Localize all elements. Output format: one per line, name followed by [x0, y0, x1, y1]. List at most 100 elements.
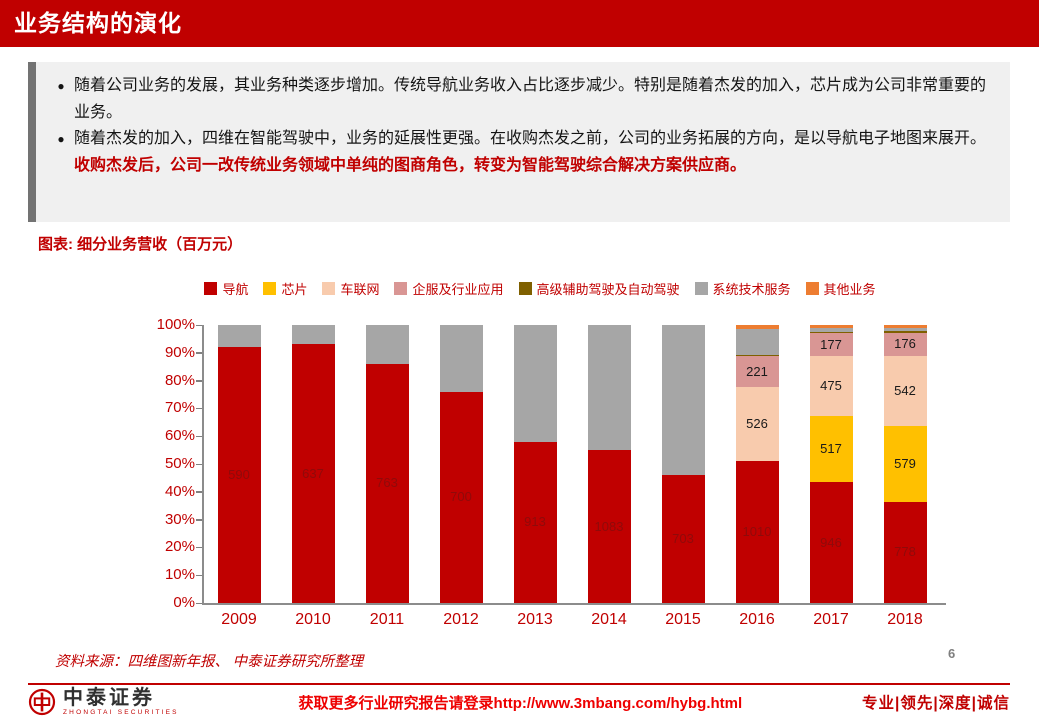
- bar-segment: [735, 354, 779, 357]
- bar-segment: [587, 450, 631, 603]
- legend-item: 导航: [204, 279, 248, 298]
- bar-segment: [883, 325, 927, 328]
- y-axis-label: 90%: [164, 343, 195, 361]
- y-axis-tick: [196, 407, 202, 410]
- legend-swatch: [805, 282, 819, 295]
- chart-legend: 导航 芯片 车联网 企服及行业应用 高级辅助驾驶及自动驾驶 系统技术服务 其他业务: [110, 279, 970, 298]
- y-axis-label: 40%: [164, 482, 195, 500]
- y-axis-label: 100%: [156, 316, 195, 333]
- y-axis-label: 20%: [164, 538, 195, 556]
- bullet-text: 随着杰发的加入，四维在智能驾驶中，业务的延展性更强。在收购杰发之前，公司的业务拓…: [74, 130, 987, 174]
- legend-label: 车联网: [340, 282, 380, 297]
- bar-segment: [883, 426, 927, 502]
- y-axis-tick: [196, 463, 202, 465]
- bar-segment: [217, 347, 261, 603]
- bar-value-label: 517: [820, 441, 842, 457]
- y-axis-tick: [196, 574, 202, 577]
- bar-segment: [809, 325, 853, 328]
- page-title: 业务结构的演化: [14, 10, 182, 36]
- x-axis-label: 2009: [221, 611, 257, 628]
- legend-item: 其他业务: [805, 279, 876, 298]
- bar-value-label: 913: [524, 514, 546, 530]
- slide-header: 业务结构的演化: [0, 0, 1039, 47]
- legend-label: 企服及行业应用: [412, 282, 504, 297]
- y-axis-tick: [196, 546, 202, 549]
- bar-segment: [587, 325, 631, 451]
- brand-name: 中泰证券: [63, 687, 155, 709]
- y-axis-tick: [196, 491, 202, 493]
- x-axis-label: 2010: [295, 611, 331, 628]
- bar-segment: [883, 327, 927, 332]
- y-axis-label: 0%: [173, 594, 195, 611]
- bullet-item: ● 随着杰发的加入，四维在智能驾驶中，业务的延展性更强。在收购杰发之前，公司的业…: [48, 126, 992, 179]
- bar-segment: [735, 387, 779, 462]
- legend-swatch: [518, 282, 532, 295]
- y-axis-tick: [196, 352, 202, 354]
- y-axis-line: [202, 325, 204, 603]
- bar-segment: [661, 325, 705, 476]
- bullet-dot: ●: [57, 132, 65, 146]
- bar-segment: [513, 325, 557, 442]
- legend-item: 芯片: [263, 279, 307, 298]
- legend-item: 车联网: [322, 279, 379, 298]
- bar-value-label: 590: [228, 467, 250, 483]
- bar-segment: [291, 344, 335, 603]
- legend-swatch: [204, 282, 218, 295]
- bar-value-label: 177: [820, 336, 842, 352]
- bar-segment: [809, 416, 853, 483]
- legend-item: 高级辅助驾驶及自动驾驶: [518, 279, 680, 298]
- y-axis-label: 70%: [164, 399, 195, 417]
- y-axis-label: 50%: [164, 455, 195, 472]
- bar-segment: [883, 331, 927, 333]
- chart-caption: 图表: 细分业务营收（百万元）: [38, 236, 243, 253]
- brand-text: 中泰证券 ZHONGTAI SECURITIES: [63, 688, 179, 716]
- stacked-bar-chart: 0% 10% 20% 30% 40% 50% 60% 70% 80% 90% 100% 590 2009…: [145, 313, 965, 653]
- y-axis-tick: [196, 324, 202, 326]
- bullet-dot: ●: [57, 79, 65, 93]
- legend-swatch: [322, 282, 336, 295]
- x-axis-label: 2016: [739, 611, 775, 628]
- x-axis-label: 2011: [369, 611, 405, 628]
- bar-segment: [809, 333, 853, 356]
- bar-value-label: 763: [376, 475, 398, 491]
- bar-segment: [809, 482, 853, 603]
- legend-swatch: [694, 282, 708, 295]
- bar-value-label: 703: [672, 531, 694, 547]
- bar-value-label: 176: [894, 336, 916, 352]
- bar-segment: [661, 475, 705, 603]
- legend-label: 高级辅助驾驶及自动驾驶: [536, 282, 680, 297]
- x-axis-label: 2013: [517, 611, 553, 628]
- y-axis-label: 60%: [164, 427, 195, 445]
- bullet-text: 随着公司业务的发展，其业务种类逐步增加。传统导航业务收入占比逐步减少。特别是随着…: [74, 77, 987, 121]
- bar-segment: [883, 332, 927, 356]
- bar-segment: [365, 325, 409, 364]
- y-axis-label: 30%: [164, 510, 195, 528]
- footer: 中泰证券 ZHONGTAI SECURITIES 获取更多行业研究报告请登录ht…: [28, 687, 1010, 717]
- bar-value-label: 700: [450, 489, 472, 505]
- x-axis-label: 2015: [665, 611, 701, 628]
- bar-value-label: 1010: [742, 524, 772, 540]
- bar-segment: [735, 356, 779, 388]
- zhongtai-logo-icon: [28, 688, 56, 716]
- bar-segment: [513, 441, 557, 603]
- legend-label: 系统技术服务: [712, 282, 791, 297]
- y-axis-label: 10%: [164, 566, 195, 584]
- bar-segment: [809, 331, 853, 334]
- legend-label: 其他业务: [823, 282, 876, 297]
- promo-link[interactable]: 获取更多行业研究报告请登录http://www.3mbang.com/hybg.…: [298, 694, 743, 712]
- bar-segment: [735, 461, 779, 603]
- bar-value-label: 637: [302, 465, 324, 481]
- legend-label: 导航: [222, 282, 249, 297]
- bullet-item: ● 随着公司业务的发展，其业务种类逐步增加。传统导航业务收入占比逐步减少。特别是…: [48, 73, 992, 126]
- legend-swatch: [394, 282, 408, 295]
- bar-value-label: 526: [746, 416, 768, 432]
- footer-divider: [28, 683, 1010, 685]
- bar-segment: [439, 391, 483, 603]
- bar-value-label: 221: [746, 363, 768, 379]
- legend-item: 系统技术服务: [694, 279, 791, 298]
- bar-segment: [439, 325, 483, 392]
- y-axis-tick: [196, 602, 202, 604]
- footer-slogan: 专业|领先|深度|诚信: [861, 695, 1010, 712]
- bar-value-label: 946: [820, 534, 842, 550]
